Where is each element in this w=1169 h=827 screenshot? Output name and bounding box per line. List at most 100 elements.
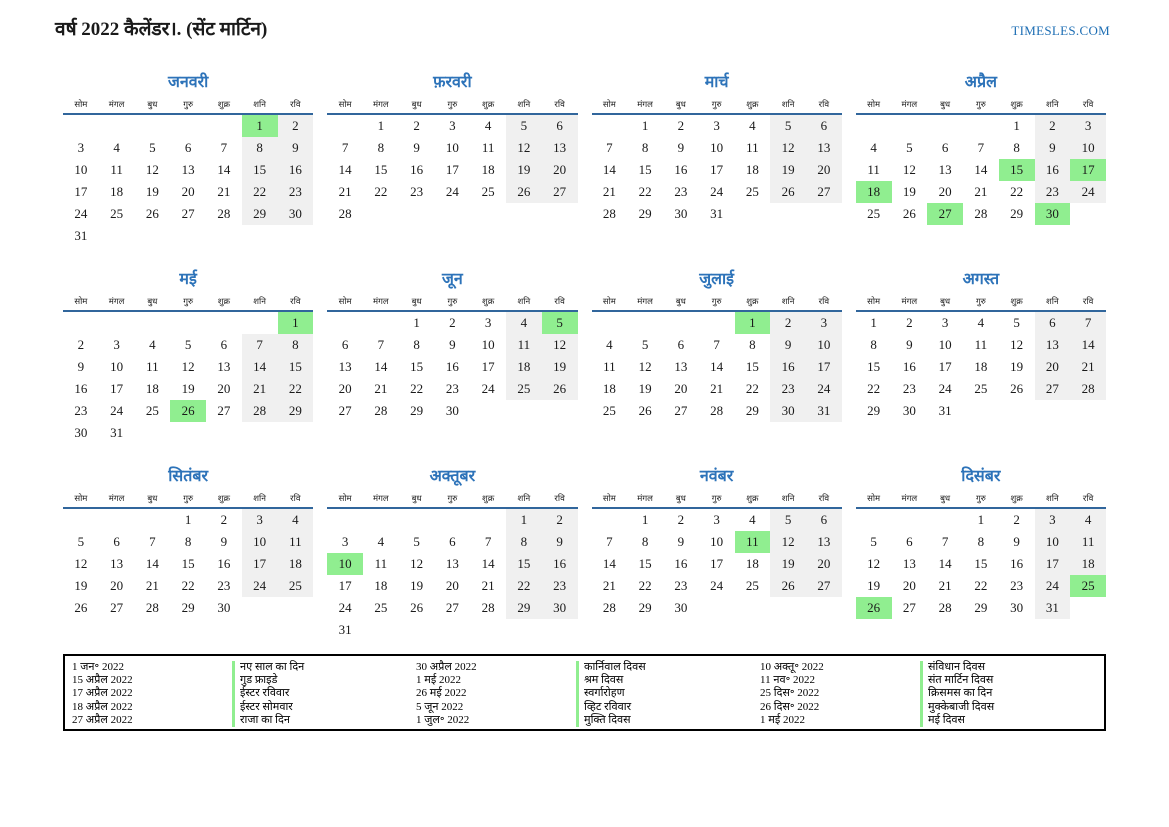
empty-cell [363,312,399,334]
month-10: अक्तूबर सोम मंगल बुध गुरु शुक्र शनि रवि 1 2 3 4 5 6 7 8… [327,464,578,661]
day-cell: 13 [541,137,578,159]
day-cell: 21 [602,578,616,593]
weekday-label: गुरु [183,296,194,306]
site-link[interactable]: TIMESLES.COM [1011,23,1110,38]
day-cell: 6 [1034,312,1071,334]
weekday-label: बुध [411,296,422,306]
day-cell: 12 [74,556,88,571]
empty-cell [170,115,206,137]
day-cell: 6 [806,509,842,531]
day-cell: 11 [603,359,616,374]
day-cell: 15 [745,359,759,374]
empty-cell [363,203,399,225]
day-cell: 14 [974,162,988,177]
day-cell: 2 [1013,512,1020,527]
day-cell: 16 [1010,556,1024,571]
day-cell: 16 [445,359,459,374]
day-cell: 1 [870,315,877,330]
day-cell: 22 [506,575,542,597]
day-cell: 4 [870,140,877,155]
legend-item: 27 अप्रैल 2022 राजा का दिन [72,713,416,728]
day-cell: 14 [1070,334,1106,356]
day-cell: 16 [541,553,578,575]
day-cell: 3 [449,118,456,133]
day-cell: 4 [277,509,314,531]
weekday-label: रवि [554,296,565,306]
day-cell: 21 [374,381,388,396]
day-cell: 29 [506,597,542,619]
day-cell: 23 [445,381,459,396]
day-cell: 25 [506,378,542,400]
day-cell: 7 [241,334,278,356]
weekday-label: बुध [940,99,951,109]
day-cell: 17 [110,381,124,396]
empty-cell [63,115,99,137]
month-2: फ़रवरी सोम मंगल बुध गुरु शुक्र शनि रवि 1 2 3 4 5 6 7 8 9… [327,70,578,267]
weekday-label: रवि [1082,99,1094,109]
day-cell: 16 [674,162,688,177]
day-cell: 20 [338,381,352,396]
empty-cell [470,400,506,422]
day-cell: 11 [1070,531,1106,553]
weekday-label: सोम [74,296,88,306]
day-cell: 8 [506,531,542,553]
day-cell: 24 [241,575,278,597]
day-cell: 19 [74,578,88,593]
weekday-label: शुक्र [217,296,231,306]
week-row: 31 [63,225,313,247]
day-cell: 10 [110,359,124,374]
week-row: 26 27 28 29 30 [63,597,313,619]
day-cell: 30 [445,403,459,418]
day-cell: 3 [941,315,949,330]
day-cell: 29 [867,403,881,418]
day-cell: 22 [638,184,652,199]
week-row: 31 [327,619,577,641]
empty-cell [470,619,506,641]
day-cell: 6 [906,534,913,549]
day-cell: 2 [677,118,685,133]
weekday-label: रवि [290,493,301,503]
holiday-date: 1 जुल॰ 2022 [416,713,470,726]
empty-cell [592,115,628,137]
day-cell: 19 [541,356,578,378]
month-days: 1 2 3 4 5 6 7 8 9 10 11 12 13 14 15 16 17 18 19 20 21 22 23 24 2… [63,312,314,444]
day-cell: 31 [110,425,124,440]
day-cell: 22 [745,381,759,396]
week-row: 21 22 23 24 25 26 27 [592,575,842,597]
empty-cell [135,509,171,531]
day-cell: 29 [241,203,278,225]
week-row: 20 21 22 23 24 25 26 [327,378,578,400]
weekday-label: सोम [602,99,616,109]
day-cell: 5 [906,140,913,155]
day-cell: 27 [217,403,231,418]
day-cell: 5 [641,337,649,352]
day-cell: 11 [974,337,988,352]
empty-cell [735,597,771,619]
day-cell: 14 [145,556,159,571]
week-row: 12 13 14 15 16 17 18 [856,553,1106,575]
day-cell: 15 [638,162,652,177]
month-days: 1 2 3 4 5 6 7 8 9 10 11 12 13 14 15 16 17 18 19 20 21 22 23 24 2… [855,115,1106,225]
empty-cell [542,203,578,225]
weekday-label: बुध [147,493,158,503]
holiday-name: संत मार्टिन दिवस [920,674,993,688]
month-7: जुलाई सोम मंगल बुध गुरु शुक्र शनि रवि 1 2 3 4 5 6 7 8 9 1… [591,267,842,464]
month-12: दिसंबर सोम मंगल बुध गुरु शुक्र शनि रवि 1 2 3 4 5 6 7 8 9… [855,464,1106,661]
empty-cell [663,312,699,334]
day-cell: 14 [241,356,278,378]
week-row: 9 10 11 12 13 14 15 [63,356,314,378]
day-cell: 13 [338,359,352,374]
weekday-label: मंगल [373,493,389,503]
day-cell: 14 [938,556,952,571]
day-cell: 15 [241,159,278,181]
day-cell: 11 [867,162,880,177]
day-cell: 30 [74,425,88,440]
day-cell: 18 [277,553,314,575]
holiday-name: संविधान दिवस [920,661,985,675]
day-cell: 25 [974,381,988,396]
empty-cell [170,225,206,247]
day-cell: 11 [146,359,159,374]
empty-cell [506,203,542,225]
day-cell: 31 [1034,597,1071,619]
